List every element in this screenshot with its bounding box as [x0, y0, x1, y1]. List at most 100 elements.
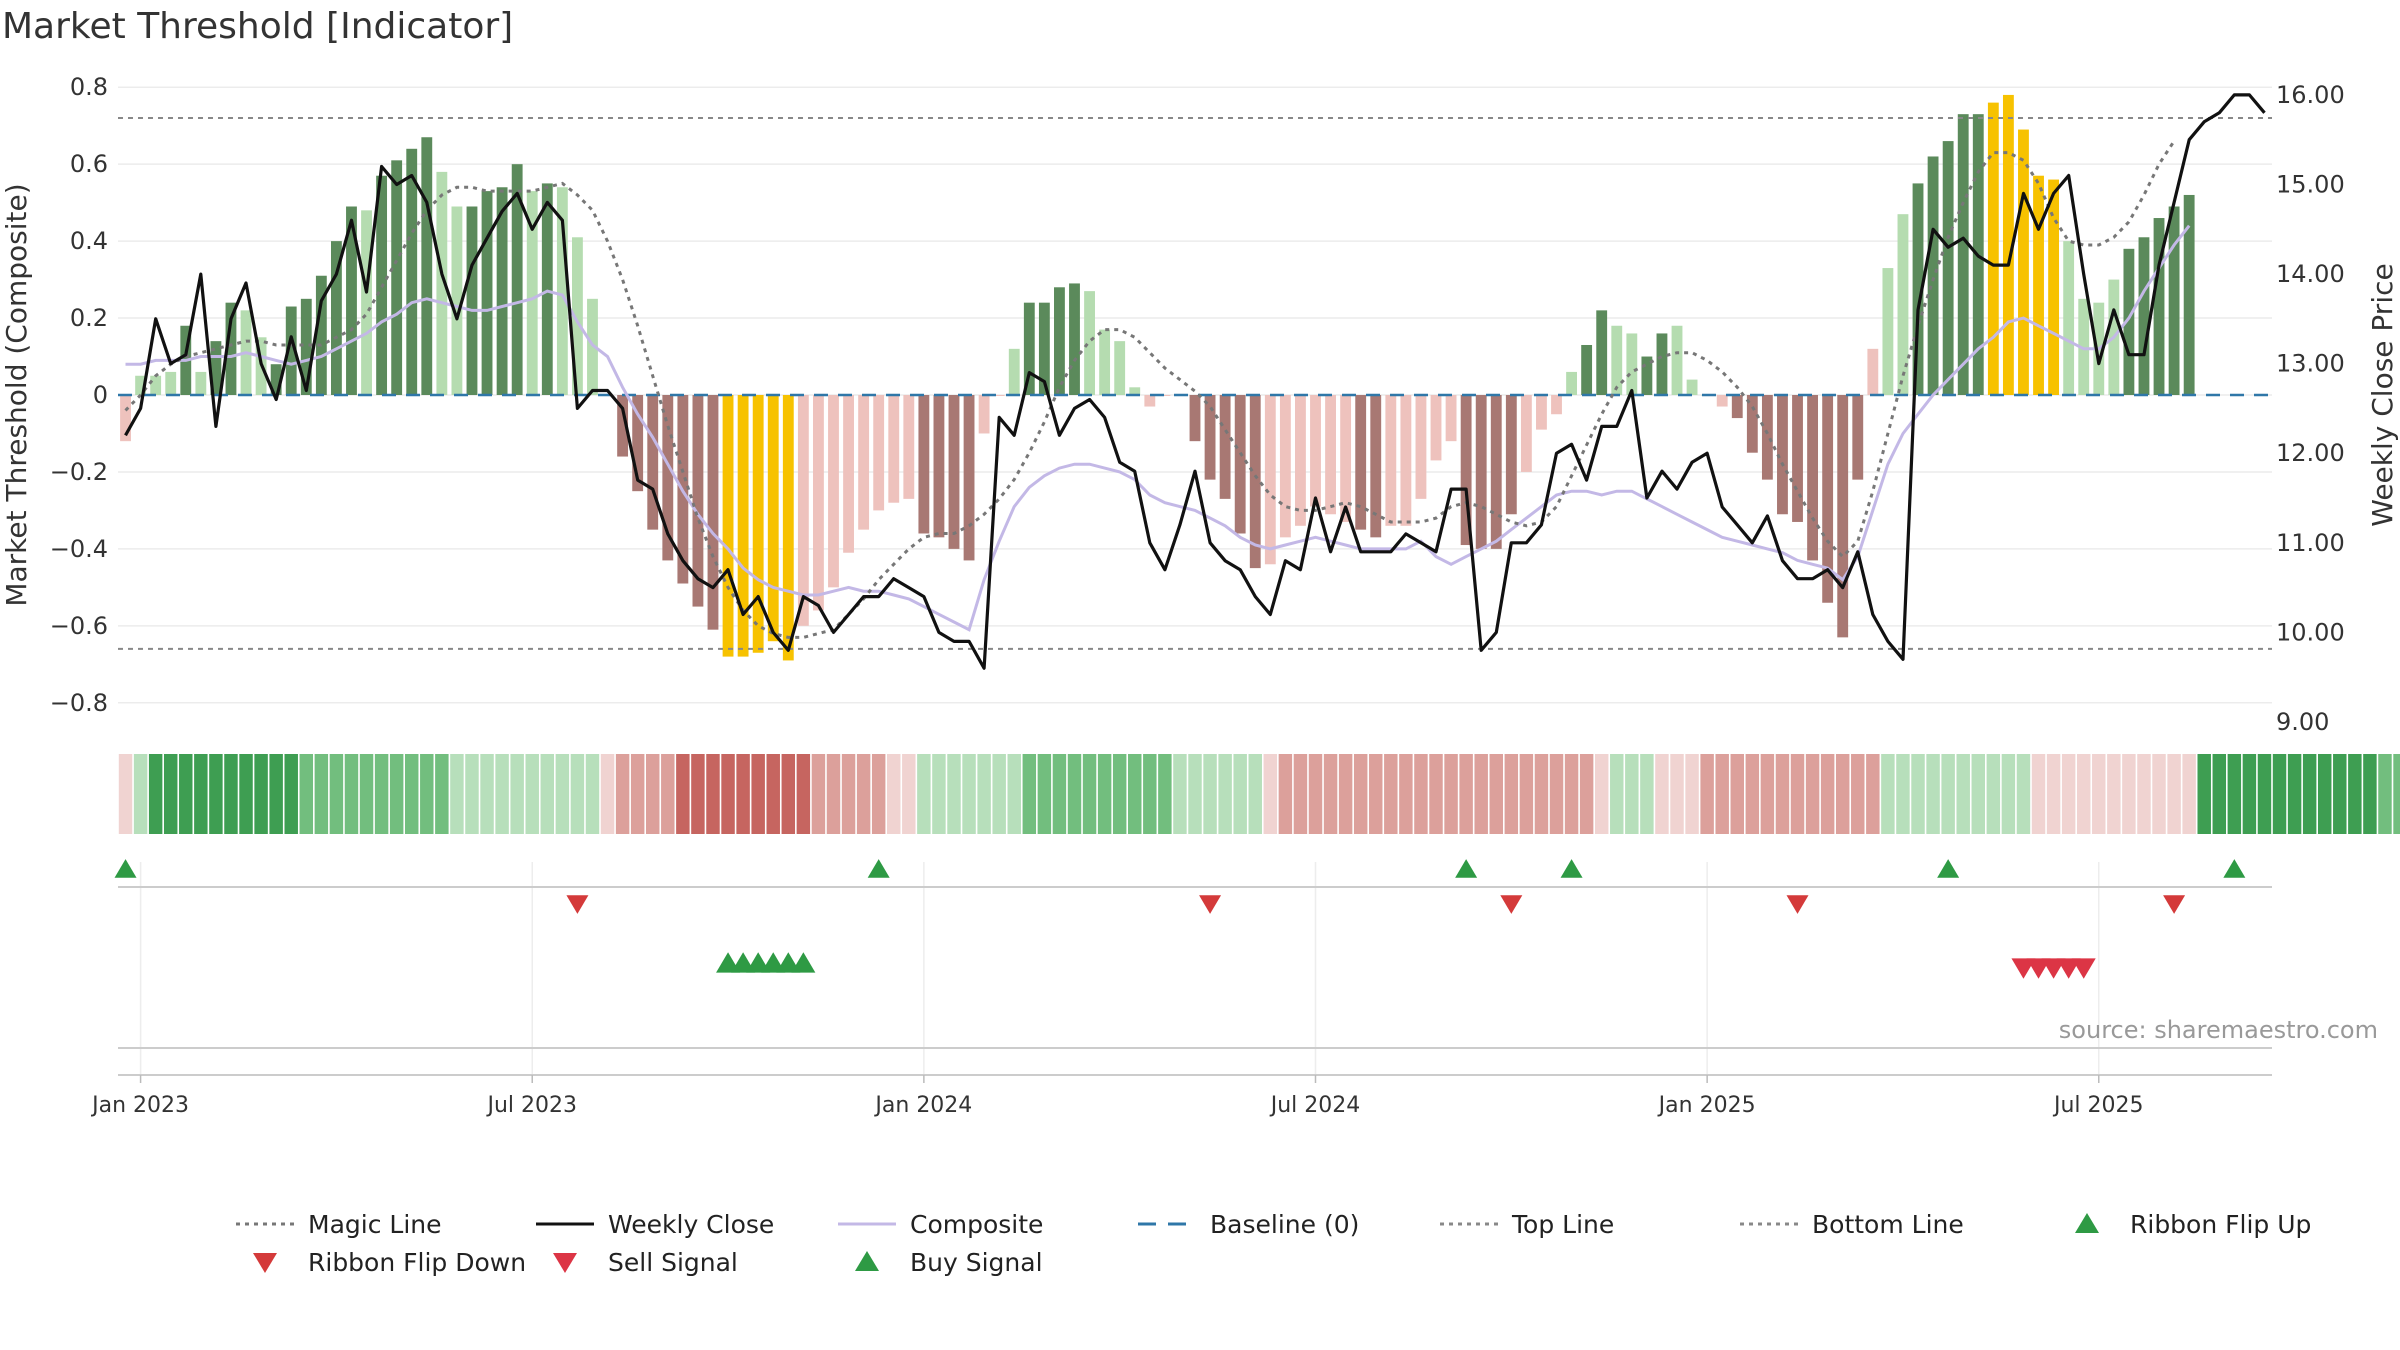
ribbon-cell [1534, 754, 1549, 834]
line-series [118, 93, 2272, 670]
composite-bar [707, 395, 719, 630]
composite-bar [1942, 141, 1954, 395]
ribbon-cell [389, 754, 404, 834]
ribbon-cell [404, 754, 419, 834]
ribbon-cell [1158, 754, 1172, 834]
y-tick-label: −0.4 [50, 535, 108, 563]
composite-bar [2123, 248, 2135, 395]
composite-bar [1611, 325, 1623, 395]
ribbon-cell [615, 754, 630, 834]
y2-tick-label: 13.00 [2276, 350, 2345, 378]
composite-bar [391, 160, 403, 395]
ribbon-cell [585, 754, 600, 834]
composite-bar [1641, 356, 1653, 395]
ribbon-cell [1293, 754, 1308, 834]
composite-bar [1234, 395, 1246, 534]
ribbon-cell [1504, 754, 1519, 834]
sell-signal-marker [2026, 958, 2051, 979]
ribbon-cell [435, 754, 449, 834]
ribbon-cell [1610, 754, 1624, 834]
ribbon-flip-down-marker [2163, 895, 2186, 914]
composite-bar [225, 302, 237, 395]
ribbon-cell [1911, 754, 1925, 834]
composite-bar [767, 395, 779, 642]
composite-bar [1761, 395, 1773, 480]
ribbon-cell [1519, 754, 1534, 834]
composite-bar [993, 395, 1005, 396]
composite-bar [195, 371, 207, 395]
y-tick-label: 0.6 [70, 150, 108, 178]
composite-bar [797, 395, 809, 626]
composite-bar [828, 395, 839, 588]
ribbon-cell [1188, 754, 1202, 834]
composite-bar [150, 375, 162, 395]
composite-bar [1264, 395, 1276, 565]
composite-bar [1867, 348, 1879, 395]
composite-bar [1686, 379, 1698, 395]
ribbon-cell [811, 754, 826, 834]
composite-bar [918, 395, 930, 534]
composite-bar [1219, 395, 1231, 499]
composite-bar [541, 183, 553, 395]
legend-item: Top Line [1440, 1210, 1614, 1239]
y-axis-label: Market Threshold (Composite) [0, 183, 33, 606]
composite-bar [346, 206, 357, 395]
ribbon-cell [1248, 754, 1262, 834]
composite-bars [120, 94, 2195, 661]
composite-bar [1054, 287, 1065, 395]
composite-bar [2153, 218, 2165, 395]
ribbon-cell [706, 754, 720, 834]
composite-bar [1837, 395, 1849, 638]
composite-bar [782, 395, 794, 661]
composite-line [125, 224, 2191, 632]
ribbon-cell [133, 754, 148, 834]
composite-bar [1912, 183, 1924, 395]
ribbon-cell [1067, 754, 1082, 834]
ribbon-cell [2317, 754, 2332, 834]
composite-bar [2033, 175, 2044, 395]
ribbon-cell [209, 754, 223, 834]
composite-bar [692, 395, 704, 607]
ribbon-cell [2061, 754, 2076, 834]
ribbon-cell [1549, 754, 1564, 834]
ribbon-cell [1594, 754, 1609, 834]
ribbon-cell [691, 754, 705, 834]
ribbon-cell [1655, 754, 1669, 834]
composite-bar [120, 395, 131, 442]
composite-bar [1822, 395, 1834, 603]
composite-bar [361, 210, 372, 395]
ribbon-cell [1097, 754, 1112, 834]
composite-bar [933, 395, 945, 538]
composite-bar [1340, 395, 1352, 522]
composite-bar [1023, 302, 1035, 395]
composite-bar [858, 395, 870, 530]
ribbon-cell [932, 754, 946, 834]
ribbon-cell [1866, 754, 1880, 834]
ribbon-cell [962, 754, 976, 834]
ribbon-cell [2107, 754, 2121, 834]
ribbon-flip-up-marker [2223, 859, 2246, 878]
ribbon-cell [450, 754, 464, 834]
ribbon-cell [600, 754, 615, 834]
ribbon-cell [2001, 754, 2016, 834]
legend-item: Weekly Close [536, 1210, 774, 1239]
composite-bar [752, 395, 764, 653]
legend-item: Buy Signal [855, 1248, 1043, 1277]
ribbon-flip-down-marker [1199, 895, 1222, 914]
ribbon-cell [887, 754, 901, 834]
ribbon-cell [420, 754, 434, 834]
sell-signal-marker [2056, 958, 2081, 979]
ribbon-cell [1790, 754, 1805, 834]
ribbon-cell [2122, 754, 2136, 834]
composite-bar [2002, 94, 2014, 395]
buy-signal-marker [791, 952, 816, 973]
composite-bar [1490, 395, 1502, 549]
ribbon-flip-down-marker [566, 895, 589, 914]
ribbon-cell [1323, 754, 1338, 834]
ribbon-cell [871, 754, 886, 834]
buy-signal-marker [761, 952, 786, 973]
composite-bar [285, 306, 297, 395]
ribbon-cell [1369, 754, 1383, 834]
composite-bar [1430, 395, 1442, 461]
